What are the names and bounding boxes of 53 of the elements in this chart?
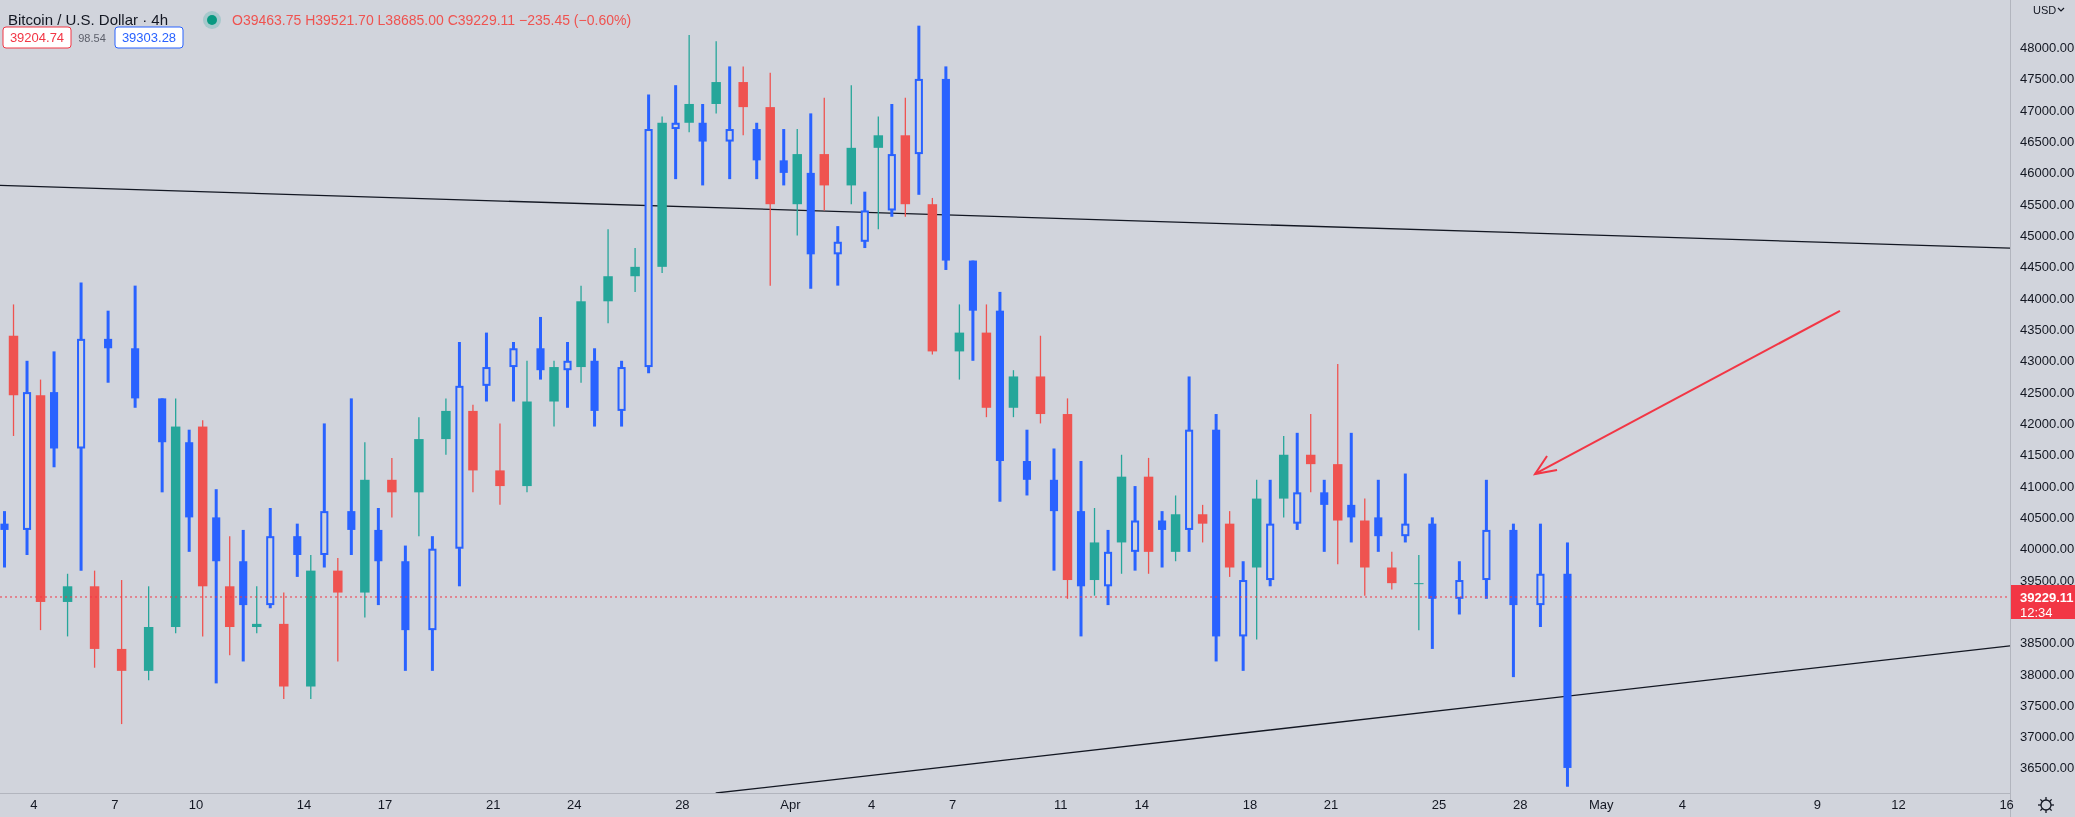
ref-line-label: 39229.11 (2020, 589, 2074, 605)
x-tick-label: 11 (1053, 797, 1068, 812)
y-tick-label: 38500.00 (2020, 635, 2075, 651)
x-tick-label: Apr (780, 797, 802, 812)
y-tick-label: 43000.00 (2020, 353, 2075, 369)
x-tick-label: May (1588, 797, 1615, 812)
y-tick-label: 37500.00 (2020, 697, 2075, 713)
x-tick-label: 21 (1323, 797, 1339, 812)
x-tick-label: 4 (1678, 797, 1686, 812)
x-tick-label: 14 (296, 797, 312, 812)
x-tick-label: 4 (867, 797, 876, 812)
x-tick-label: 7 (111, 797, 119, 812)
text: Bitcoin / U.S. Dollar · 4h (8, 11, 169, 28)
y-tick-label: 47500.00 (2020, 71, 2075, 87)
y-tick-label: 39500.00 (2020, 572, 2075, 588)
text: 12:34 (2020, 604, 2053, 620)
x-tick-label: 4 (30, 797, 38, 812)
y-tick-label: 43500.00 (2020, 322, 2075, 338)
annotation: 98.54 (78, 32, 106, 44)
x-tick-label: 9 (1813, 797, 1822, 812)
y-tick-label: 44000.00 (2020, 290, 2075, 306)
x-tick-label: 12 (1891, 797, 1906, 812)
y-tick-label: 38000.00 (2020, 666, 2075, 682)
y-tick-label: 41000.00 (2020, 478, 2075, 494)
x-tick-label: 18 (1242, 797, 1258, 812)
x-tick-label: 17 (377, 797, 393, 812)
x-tick-label: 7 (949, 797, 957, 812)
x-tick-label: 25 (1431, 797, 1447, 812)
annotation: 39303.28 (121, 30, 177, 45)
y-tick-label: 45000.00 (2020, 228, 2075, 244)
y-tick-label: 40500.00 (2020, 509, 2075, 525)
x-tick-label: 21 (485, 797, 501, 812)
y-tick-label: 44500.00 (2020, 259, 2075, 275)
y-tick-label: 37000.00 (2020, 729, 2075, 745)
y-tick-label: 42500.00 (2020, 384, 2075, 400)
x-tick-label: 10 (188, 797, 204, 812)
x-tick-label: 14 (1134, 797, 1150, 812)
y-tick-label: 36500.00 (2020, 760, 2075, 776)
y-tick-label: 45500.00 (2020, 196, 2075, 212)
y-tick-label: 47000.00 (2020, 102, 2075, 118)
y-tick-label: 46500.00 (2020, 134, 2075, 150)
y-tick-label: 48000.00 (2020, 40, 2075, 56)
y-tick-label: 46000.00 (2020, 165, 2075, 181)
x-tick-label: 16 (1999, 797, 2014, 812)
y-tick-label: 40000.00 (2020, 541, 2075, 557)
annotation: 39204.74 (9, 30, 65, 45)
x-tick-label: 28 (1512, 797, 1528, 812)
x-tick-label: 28 (675, 797, 690, 812)
annotation: O39463.75 H39521.70 L38685.00 C39229.11 −235.45 (−0.60%) (232, 12, 632, 28)
y-tick-label: 41500.00 (2020, 447, 2075, 463)
x-tick-label: 24 (567, 797, 582, 812)
y-tick-label: 42000.00 (2020, 415, 2075, 431)
text: USD (2033, 4, 2057, 16)
